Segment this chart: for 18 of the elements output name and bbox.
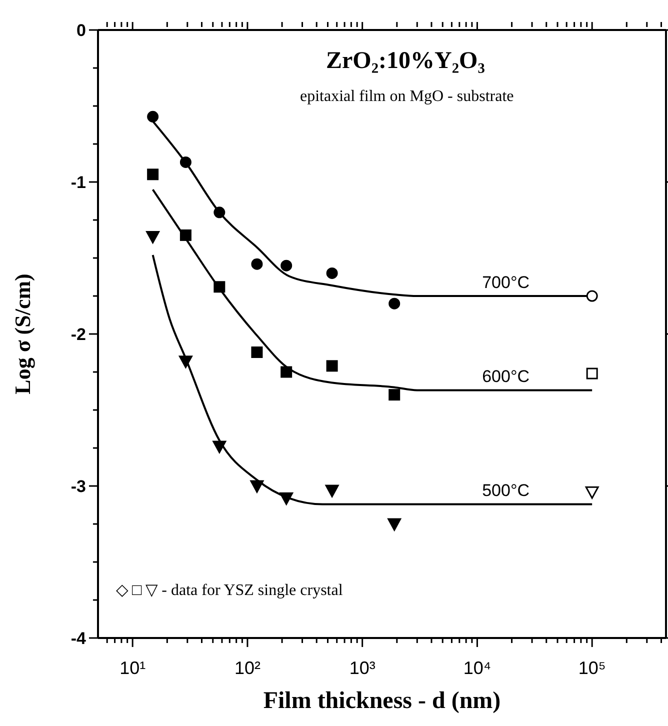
series-label: 500°C <box>482 481 530 500</box>
y-tick-label: -2 <box>70 325 86 344</box>
series-label: 600°C <box>482 367 530 386</box>
y-tick-label: -1 <box>70 173 86 192</box>
y-tick-label: -3 <box>70 477 86 496</box>
y-axis-title: Log σ (S/cm) <box>10 274 35 394</box>
series-label: 700°C <box>482 273 530 292</box>
annotation: ◇ □ ▽ - data for YSZ single crystal <box>116 581 343 600</box>
x-tick-label: 10² <box>234 658 260 678</box>
annotation: ZrO₂:10%Y₂O₃ <box>326 48 485 75</box>
x-tick-label: 10³ <box>349 658 376 678</box>
y-tick-label: 0 <box>76 21 86 40</box>
x-tick-label: 10¹ <box>120 658 146 678</box>
y-tick-label: -4 <box>70 629 87 648</box>
x-axis-title: Film thickness - d (nm) <box>263 688 501 714</box>
annotation: epitaxial film on MgO - substrate <box>300 88 514 106</box>
x-tick-label: 10⁴ <box>463 658 492 678</box>
x-tick-label: 10⁵ <box>578 658 606 678</box>
